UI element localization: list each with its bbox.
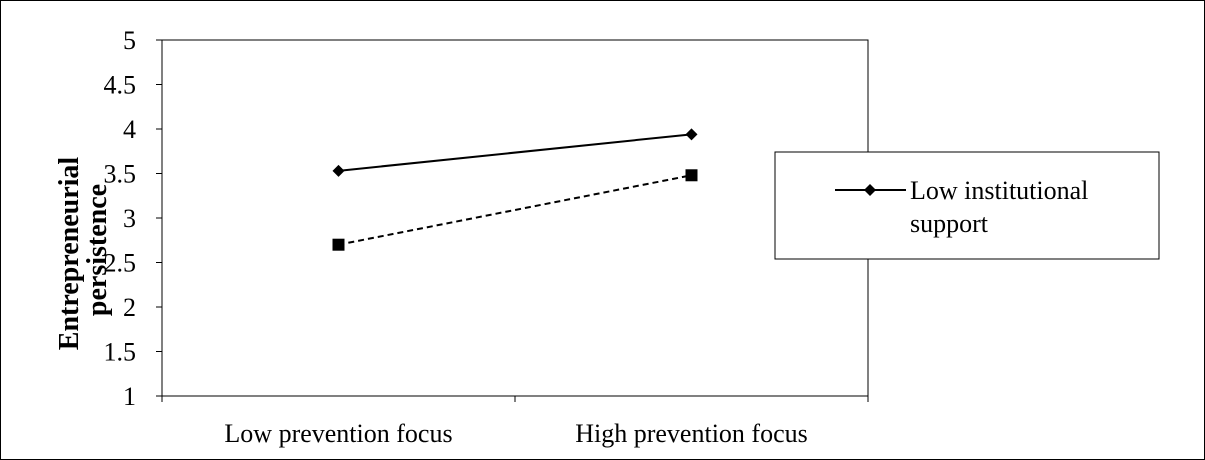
y-axis-label-line-2: persistence [82, 184, 113, 316]
y-tick-label: 1.5 [104, 338, 137, 367]
x-tick-label: Low prevention focus [224, 419, 452, 448]
y-tick-label: 2.5 [104, 249, 137, 278]
y-axis-label-line-1: Entrepreneurial [54, 157, 85, 351]
y-tick-label: 2 [123, 293, 136, 322]
legend: Low institutional support [835, 176, 1088, 238]
data-point-diamond [685, 128, 698, 141]
data-point-square [332, 238, 345, 251]
y-tick-label: 4 [123, 115, 136, 144]
series-2 [332, 169, 698, 251]
series-1 [332, 128, 698, 177]
y-tick-label: 3.5 [104, 160, 137, 189]
data-point-square [685, 169, 698, 182]
series-layer [332, 128, 698, 251]
legend-label-line-2: support [910, 209, 989, 238]
y-axis-label: Entrepreneurial persistence [54, 150, 113, 350]
x-tick-label: High prevention focus [575, 419, 808, 448]
y-axis: 1 1.5 2 2.5 3 3.5 4 4.5 5 [104, 26, 162, 411]
legend-label: Low institutional support [910, 176, 1088, 238]
x-axis: Low prevention focus High prevention focu… [161, 396, 869, 448]
series-line [338, 133, 692, 172]
y-tick-label: 3 [123, 204, 136, 233]
legend-box [774, 151, 1160, 260]
y-tick-label: 4.5 [104, 71, 137, 100]
legend-marker [864, 184, 876, 196]
y-tick-label: 5 [123, 26, 136, 55]
data-point-diamond [332, 164, 345, 177]
y-tick-label: 1 [123, 382, 136, 411]
legend-label-line-1: Low institutional [910, 176, 1088, 205]
